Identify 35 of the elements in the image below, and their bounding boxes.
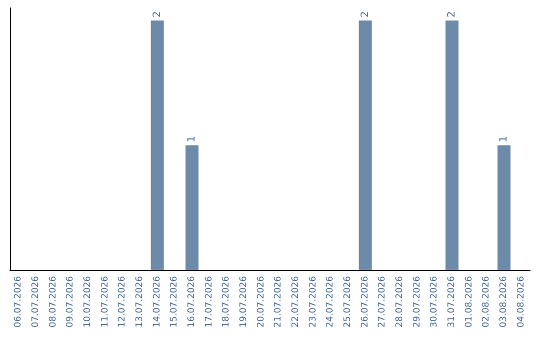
x-tick-label: 14.07.2026 <box>152 276 162 328</box>
data-label: 2 <box>360 11 371 18</box>
data-label: 1 <box>498 136 510 142</box>
x-tick-label: 12.07.2026 <box>118 276 128 328</box>
x-tick-label: 06.07.2026 <box>14 276 24 328</box>
data-label: 2 <box>152 11 163 18</box>
x-tick-label: 13.07.2026 <box>135 276 145 328</box>
x-tick-label: 28.07.2026 <box>395 276 405 328</box>
x-tick-label: 03.08.2026 <box>499 276 509 328</box>
x-tick-label: 22.07.2026 <box>291 276 301 328</box>
x-tick-label: 26.07.2026 <box>360 276 370 328</box>
x-tick-label: 29.07.2026 <box>412 276 422 328</box>
x-tick-label: 15.07.2026 <box>170 276 180 328</box>
x-tick-label: 18.07.2026 <box>222 276 232 328</box>
x-tick-label: 02.08.2026 <box>482 276 492 328</box>
x-tick-label: 19.07.2026 <box>239 276 249 328</box>
x-tick-label: 27.07.2026 <box>378 276 388 328</box>
x-tick-label: 25.07.2026 <box>343 276 353 328</box>
x-tick-label: 17.07.2026 <box>204 276 214 328</box>
x-tick-label: 01.08.2026 <box>464 276 474 328</box>
x-tick-label: 16.07.2026 <box>187 276 197 328</box>
x-tick-label: 24.07.2026 <box>326 276 336 328</box>
x-tick-label: 07.07.2026 <box>31 276 41 328</box>
x-tick-label: 21.07.2026 <box>274 276 284 328</box>
x-tick-label: 08.07.2026 <box>48 276 58 328</box>
x-tick-label: 30.07.2026 <box>430 276 440 328</box>
x-tick-label: 04.08.2026 <box>516 276 526 328</box>
x-tick-label: 11.07.2026 <box>100 276 110 328</box>
x-tick-label: 20.07.2026 <box>256 276 266 328</box>
x-tick-label: 23.07.2026 <box>308 276 318 328</box>
data-label: 2 <box>446 11 458 18</box>
x-tick-label: 09.07.2026 <box>66 276 76 328</box>
x-tick-label: 31.07.2026 <box>447 276 457 328</box>
x-tick-label: 10.07.2026 <box>83 276 93 328</box>
data-label: 1 <box>186 136 198 142</box>
